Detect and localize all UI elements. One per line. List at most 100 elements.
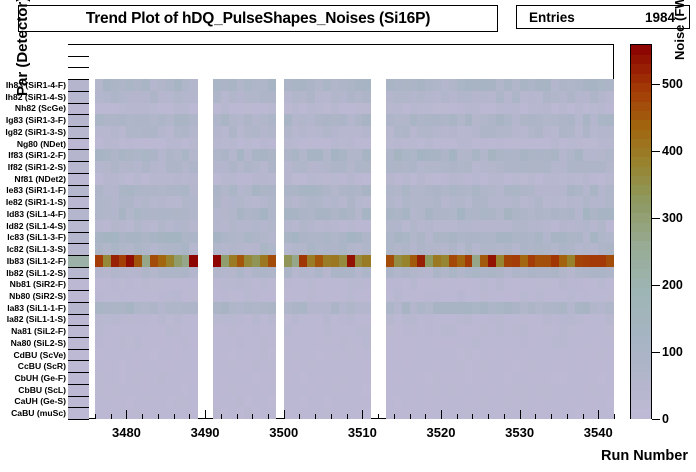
heatmap-cell <box>385 114 395 127</box>
heatmap-cell <box>558 313 568 326</box>
heatmap-cell <box>362 208 371 221</box>
heatmap-cell <box>283 196 293 209</box>
heatmap-cell <box>393 336 403 350</box>
heatmap-cell <box>511 395 521 408</box>
heatmap-cell <box>346 219 356 233</box>
heatmap-cell <box>503 395 513 408</box>
heatmap-cell <box>535 231 544 244</box>
heatmap-cell <box>330 114 340 127</box>
heatmap-cell <box>433 149 442 162</box>
heatmap-cell <box>448 161 458 174</box>
heatmap-cell <box>252 102 261 115</box>
heatmap-cell <box>598 126 607 139</box>
heatmap-cell <box>252 407 261 419</box>
heatmap-cell <box>385 79 395 92</box>
heatmap-cell <box>307 383 316 397</box>
heatmap-cell <box>503 90 513 104</box>
heatmap-cell <box>448 208 458 221</box>
heatmap-cell <box>433 313 442 326</box>
heatmap-cell <box>236 161 245 174</box>
heatmap-cell <box>441 336 450 350</box>
heatmap-cell <box>441 243 450 256</box>
heatmap-cell <box>244 149 253 162</box>
heatmap-cell <box>291 90 301 104</box>
heatmap-cell <box>551 313 560 326</box>
heatmap-cell <box>558 184 568 197</box>
colorbar-segment <box>631 380 651 391</box>
heatmap-cell <box>291 137 301 151</box>
heatmap-cell <box>543 137 552 151</box>
heatmap-cell <box>330 172 340 186</box>
heatmap-cell <box>417 208 426 221</box>
heatmap-cell <box>142 325 151 338</box>
heatmap-cell <box>165 231 175 244</box>
heatmap-cell <box>417 254 426 268</box>
heatmap-cell <box>354 114 363 127</box>
heatmap-cell <box>102 254 112 268</box>
heatmap-cell <box>283 126 293 139</box>
x-axis-minor-tick <box>315 414 316 419</box>
heatmap-cell <box>425 278 434 291</box>
heatmap-cell <box>519 395 529 408</box>
heatmap-cell <box>519 243 529 256</box>
heatmap-cell <box>433 137 442 151</box>
heatmap-cell <box>511 231 521 244</box>
heatmap-cell <box>519 325 529 338</box>
heatmap-cell <box>307 208 316 221</box>
heatmap-cell <box>425 184 434 197</box>
heatmap-cell <box>173 196 183 209</box>
heatmap-cell <box>110 325 120 338</box>
heatmap-cell <box>102 243 112 256</box>
heatmap-cell <box>480 102 489 115</box>
heatmap-cell <box>558 336 568 350</box>
heatmap-cell <box>393 231 403 244</box>
heatmap-cell <box>448 137 458 151</box>
heatmap-cell <box>307 372 316 385</box>
heatmap-cell <box>110 348 120 361</box>
heatmap-cell <box>582 219 591 233</box>
heatmap-cell <box>181 172 190 186</box>
heatmap-cell <box>448 172 458 186</box>
heatmap-cell <box>338 79 348 92</box>
heatmap-cell <box>606 172 614 186</box>
heatmap-cell <box>346 102 356 115</box>
heatmap-cell <box>472 348 481 361</box>
heatmap-cell <box>558 90 568 104</box>
heatmap-cell <box>134 372 143 385</box>
heatmap-cell <box>346 149 356 162</box>
heatmap-cell <box>220 383 230 397</box>
heatmap-cell <box>472 208 481 221</box>
y-axis-tick-label: If82 (SiR1-2-S) <box>7 162 66 173</box>
heatmap-cell <box>417 336 426 350</box>
heatmap-cell <box>417 184 426 197</box>
heatmap-cell <box>236 383 245 397</box>
heatmap-cell <box>165 219 175 233</box>
heatmap-cell <box>496 231 505 244</box>
heatmap-cell <box>110 219 120 233</box>
heatmap-cell <box>488 383 497 397</box>
heatmap-cell <box>433 278 442 291</box>
heatmap-cell <box>330 126 340 139</box>
heatmap-cell <box>480 231 489 244</box>
heatmap-cell <box>228 102 238 115</box>
heatmap-cell <box>385 184 395 197</box>
heatmap-cell <box>464 360 474 373</box>
heatmap-cell <box>346 79 356 92</box>
heatmap-canvas[interactable] <box>95 44 614 419</box>
heatmap-cell <box>118 79 128 92</box>
heatmap-cell <box>244 90 253 104</box>
heatmap-cell <box>95 79 104 92</box>
heatmap-cell <box>441 114 450 127</box>
y-axis-tick-label: Ng80 (NDet) <box>16 138 66 149</box>
heatmap-cell <box>496 196 505 209</box>
heatmap-cell <box>323 90 332 104</box>
heatmap-cell <box>134 301 143 315</box>
heatmap-cell <box>330 301 340 315</box>
heatmap-cell <box>401 336 411 350</box>
heatmap-cell <box>511 243 521 256</box>
heatmap-cell <box>543 313 552 326</box>
heatmap-cell <box>535 383 544 397</box>
heatmap-cell <box>323 208 332 221</box>
heatmap-cell <box>456 172 466 186</box>
entries-label: Entries <box>529 9 575 25</box>
